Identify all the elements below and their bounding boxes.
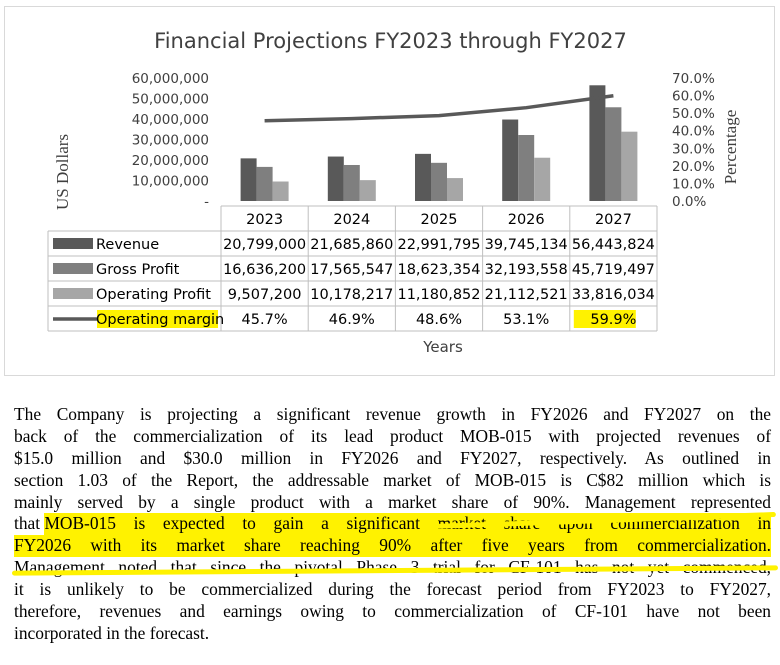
data-label: 21,685,860 bbox=[310, 237, 393, 253]
y2-tick-label: 30.0% bbox=[672, 141, 715, 157]
bar-gross-profit bbox=[343, 164, 360, 201]
bar-operating-profit bbox=[447, 178, 463, 201]
data-label: 21,112,521 bbox=[485, 287, 568, 303]
legend-label: Gross Profit bbox=[96, 262, 180, 278]
data-label: 48.6% bbox=[416, 312, 462, 328]
paragraph-line: mainly served by a single product with a… bbox=[14, 491, 771, 512]
legend-label: Operating margin bbox=[96, 312, 224, 328]
data-label: 16,636,200 bbox=[223, 262, 306, 278]
line-operating-margin bbox=[264, 94, 614, 123]
y-tick-label: - bbox=[204, 194, 209, 210]
data-label: 9,507,200 bbox=[228, 287, 302, 303]
x-tick-label: 2024 bbox=[333, 212, 370, 228]
y-tick-label: 20,000,000 bbox=[132, 153, 209, 169]
x-tick-label: 2026 bbox=[508, 212, 545, 228]
bar-gross-profit bbox=[605, 107, 622, 201]
y-tick-label: 50,000,000 bbox=[132, 92, 209, 108]
paragraph-line: $15.0 million and $30.0 million in FY202… bbox=[14, 447, 771, 468]
y2-tick-label: 10.0% bbox=[672, 176, 715, 192]
data-label: 46.9% bbox=[329, 312, 375, 328]
paragraph-line: back of the commercialization of its lea… bbox=[14, 425, 771, 446]
y-tick-label: 40,000,000 bbox=[132, 112, 209, 128]
x-tick-label: 2027 bbox=[595, 212, 632, 228]
y2-tick-label: 20.0% bbox=[672, 159, 715, 175]
x-tick-label: 2023 bbox=[246, 212, 283, 228]
data-label: 17,565,547 bbox=[310, 262, 393, 278]
data-label: 39,745,134 bbox=[485, 237, 568, 253]
bar-revenue bbox=[589, 85, 606, 201]
paragraph-line: incorporated in the forecast. bbox=[14, 622, 210, 643]
bar-operating-profit bbox=[272, 181, 289, 201]
y-tick-label: 30,000,000 bbox=[132, 133, 209, 149]
highlighted-text: FY2026 with its market share reaching 90… bbox=[14, 535, 771, 558]
chart-panel: Financial Projections FY2023 through FY2… bbox=[4, 6, 775, 376]
data-label: 10,178,217 bbox=[310, 287, 393, 303]
y2-tick-label: 60.0% bbox=[672, 89, 715, 105]
x-tick-label: 2025 bbox=[421, 212, 458, 228]
bar-gross-profit bbox=[256, 166, 273, 201]
data-label: 18,623,354 bbox=[397, 262, 480, 278]
y-tick-label: 60,000,000 bbox=[132, 71, 209, 87]
y2-tick-label: 50.0% bbox=[672, 106, 715, 122]
legend-label: Operating Profit bbox=[96, 287, 211, 303]
highlight-mark bbox=[573, 310, 636, 328]
data-label: 59.9% bbox=[590, 312, 636, 328]
bar-gross-profit bbox=[518, 135, 535, 201]
bar-operating-profit bbox=[621, 131, 638, 201]
data-label: 32,193,558 bbox=[485, 262, 568, 278]
y-tick-label: 10,000,000 bbox=[132, 174, 209, 190]
data-label: 22,991,795 bbox=[397, 237, 480, 253]
paragraph-line: therefore, revenues and earnings owing t… bbox=[14, 601, 771, 622]
bar-gross-profit bbox=[431, 162, 447, 201]
legend-swatch bbox=[53, 288, 93, 299]
chart-plot: - 10,000,000 20,000,000 30,000,000 40,000,00… bbox=[47, 71, 715, 332]
legend-swatch bbox=[53, 238, 93, 249]
paragraph-fragment: that bbox=[14, 513, 45, 534]
paragraph-line: The Company is projecting a significant … bbox=[14, 404, 771, 424]
data-label: 33,816,034 bbox=[572, 287, 655, 303]
bar-revenue bbox=[502, 119, 519, 201]
legend-label: Revenue bbox=[96, 237, 159, 253]
data-label: 56,443,824 bbox=[572, 237, 655, 253]
body-paragraph: The Company is projecting a significant … bbox=[14, 404, 771, 645]
highlight-mark bbox=[97, 310, 218, 328]
legend-swatch bbox=[53, 263, 93, 274]
x-axis-label: Years bbox=[423, 338, 463, 356]
data-label: 20,799,000 bbox=[223, 237, 306, 253]
bar-revenue bbox=[240, 158, 257, 201]
paragraph-line: it is unlikely to be commercialized duri… bbox=[14, 579, 771, 600]
y2-tick-label: 40.0% bbox=[672, 124, 715, 140]
bar-operating-profit bbox=[534, 157, 551, 201]
y2-tick-label: 70.0% bbox=[672, 71, 715, 87]
data-label: 11,180,852 bbox=[397, 287, 480, 303]
bar-revenue bbox=[415, 153, 431, 201]
chart-title: Financial Projections FY2023 through FY2… bbox=[154, 29, 627, 53]
paragraph-line: section 1.03 of the Report, the addressa… bbox=[14, 469, 771, 490]
data-label: 53.1% bbox=[503, 312, 549, 328]
data-label: 45.7% bbox=[242, 312, 288, 328]
data-label: 45,719,497 bbox=[572, 262, 655, 278]
bar-revenue bbox=[327, 156, 344, 201]
bar-operating-profit bbox=[359, 180, 376, 201]
y2-tick-label: 0.0% bbox=[672, 194, 706, 210]
